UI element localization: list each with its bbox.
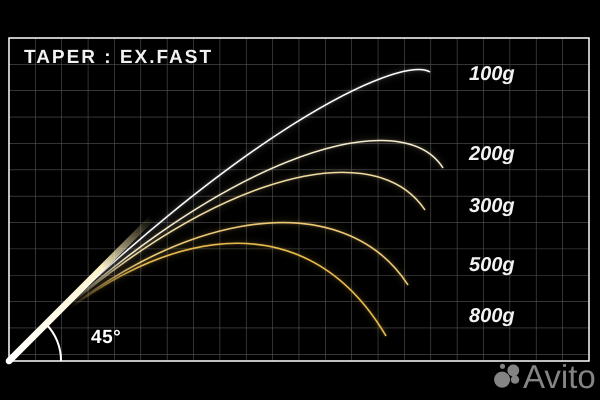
svg-text:Avito: Avito xyxy=(523,358,596,395)
svg-text:200g: 200g xyxy=(468,143,515,165)
svg-text:300g: 300g xyxy=(469,195,515,217)
svg-text:500g: 500g xyxy=(469,254,515,276)
svg-text:TAPER : EX.FAST: TAPER : EX.FAST xyxy=(24,47,213,68)
svg-text:800g: 800g xyxy=(469,305,515,327)
svg-text:45°: 45° xyxy=(91,327,121,348)
svg-text:100g: 100g xyxy=(469,63,515,85)
